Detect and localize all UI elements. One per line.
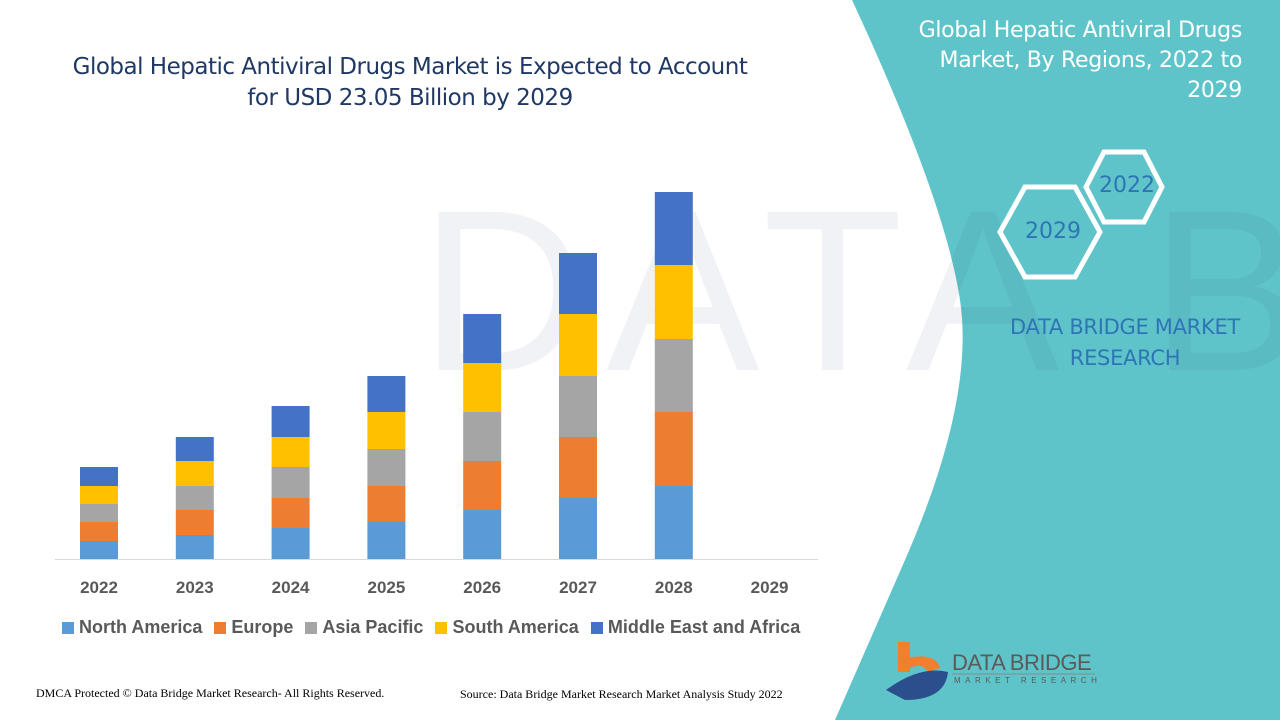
bar-segment-2028-middle-east-and-africa <box>654 192 693 265</box>
x-tick-label: 2023 <box>176 578 214 597</box>
legend-swatch <box>305 621 318 634</box>
side-panel-title: Global Hepatic Antiviral Drugs Market, B… <box>918 18 1243 103</box>
bar-segment-2028-south-america <box>654 265 693 339</box>
bar-segment-2026-asia-pacific <box>463 412 502 461</box>
hex-label-2022: 2022 <box>1099 173 1155 198</box>
bar-segment-2028-asia-pacific <box>654 339 693 412</box>
bar-segment-2022-middle-east-and-africa <box>80 467 118 486</box>
bar-segment-2023-asia-pacific <box>175 486 214 510</box>
svg-text:DATA BRIDGE: DATA BRIDGE <box>420 162 1280 419</box>
x-tick-label: 2027 <box>559 578 597 597</box>
legend-swatch <box>214 621 227 634</box>
hex-label-2029: 2029 <box>1025 219 1081 244</box>
legend-item: South America <box>435 617 579 638</box>
legend-label: South America <box>452 617 579 637</box>
logo-subtext: MARKET RESEARCH <box>954 676 1102 685</box>
watermark: DATA BRIDGE <box>420 162 1280 419</box>
bar-segment-2022-europe <box>80 522 118 541</box>
bar-segment-2027-south-america <box>559 314 597 376</box>
brand-text: DATA BRIDGE MARKET RESEARCH <box>1010 315 1240 370</box>
bar-segment-2025-europe <box>367 486 406 522</box>
bar-segment-2024-asia-pacific <box>271 467 310 498</box>
legend-label: Asia Pacific <box>322 617 424 637</box>
bar-segment-2023-south-america <box>175 461 214 486</box>
bar-segment-2026-north-america <box>463 510 502 559</box>
bar-segment-2026-middle-east-and-africa <box>463 314 502 363</box>
bar-segment-2022-south-america <box>80 486 118 504</box>
bar-segment-2023-middle-east-and-africa <box>175 437 214 461</box>
chart-legend: North America Europe Asia Pacific South Ame… <box>62 617 800 638</box>
legend-swatch <box>62 621 74 634</box>
logo-text: DATA BRIDGE <box>952 650 1092 675</box>
bar-segment-2027-north-america <box>559 498 597 559</box>
bar-segment-2025-middle-east-and-africa <box>367 376 406 412</box>
bar-segment-2024-north-america <box>271 528 310 559</box>
hexagon-2029 <box>997 184 1103 280</box>
legend-label: North America <box>79 617 203 637</box>
bar-segment-2027-europe <box>559 437 597 498</box>
bar-segment-2025-south-america <box>367 412 406 449</box>
legend-label: Middle East and Africa <box>607 617 801 637</box>
bar-segment-2025-north-america <box>367 522 406 559</box>
legend-item: Asia Pacific <box>305 617 423 638</box>
x-tick-label: 2022 <box>80 578 118 597</box>
bar-segment-2022-asia-pacific <box>80 504 118 522</box>
legend-swatch <box>435 621 448 634</box>
bar-segment-2026-south-america <box>463 363 502 412</box>
side-panel <box>835 0 1280 720</box>
source-footer: Source: Data Bridge Market Research Mark… <box>460 687 783 701</box>
bar-segment-2026-europe <box>463 461 502 510</box>
legend-label: Europe <box>231 617 294 637</box>
copyright-footer: DMCA Protected © Data Bridge Market Rese… <box>36 686 385 700</box>
bar-segment-2027-asia-pacific <box>559 376 597 437</box>
hexagon-2022 <box>1083 149 1165 225</box>
legend-item: Europe <box>214 617 293 638</box>
stacked-bar-chart: 2022 2023 2024 2025 2026 2027 2028 2029 <box>55 192 818 597</box>
bar-segment-2028-north-america <box>654 486 693 559</box>
x-tick-label: 2029 <box>751 578 789 597</box>
bar-segment-2023-europe <box>175 510 214 535</box>
bar-segment-2028-europe <box>654 412 693 486</box>
bar-segment-2025-asia-pacific <box>367 449 406 486</box>
x-tick-label: 2024 <box>272 578 310 597</box>
bar-segment-2024-middle-east-and-africa <box>271 406 310 437</box>
chart-title: Global Hepatic Antiviral Drugs Market is… <box>72 54 748 111</box>
legend-swatch <box>590 621 603 634</box>
x-tick-label: 2026 <box>463 578 501 597</box>
bar-segment-2027-middle-east-and-africa <box>559 253 597 314</box>
bar-segment-2024-south-america <box>271 437 310 467</box>
bar-segment-2022-north-america <box>80 541 118 559</box>
legend-item: Middle East and Africa <box>590 617 801 638</box>
bar-segment-2024-europe <box>271 498 310 528</box>
legend-item: North America <box>62 617 202 638</box>
x-tick-label: 2028 <box>655 578 693 597</box>
x-tick-label: 2025 <box>367 578 405 597</box>
bar-segment-2023-north-america <box>175 535 214 559</box>
logo-icon <box>886 642 948 700</box>
